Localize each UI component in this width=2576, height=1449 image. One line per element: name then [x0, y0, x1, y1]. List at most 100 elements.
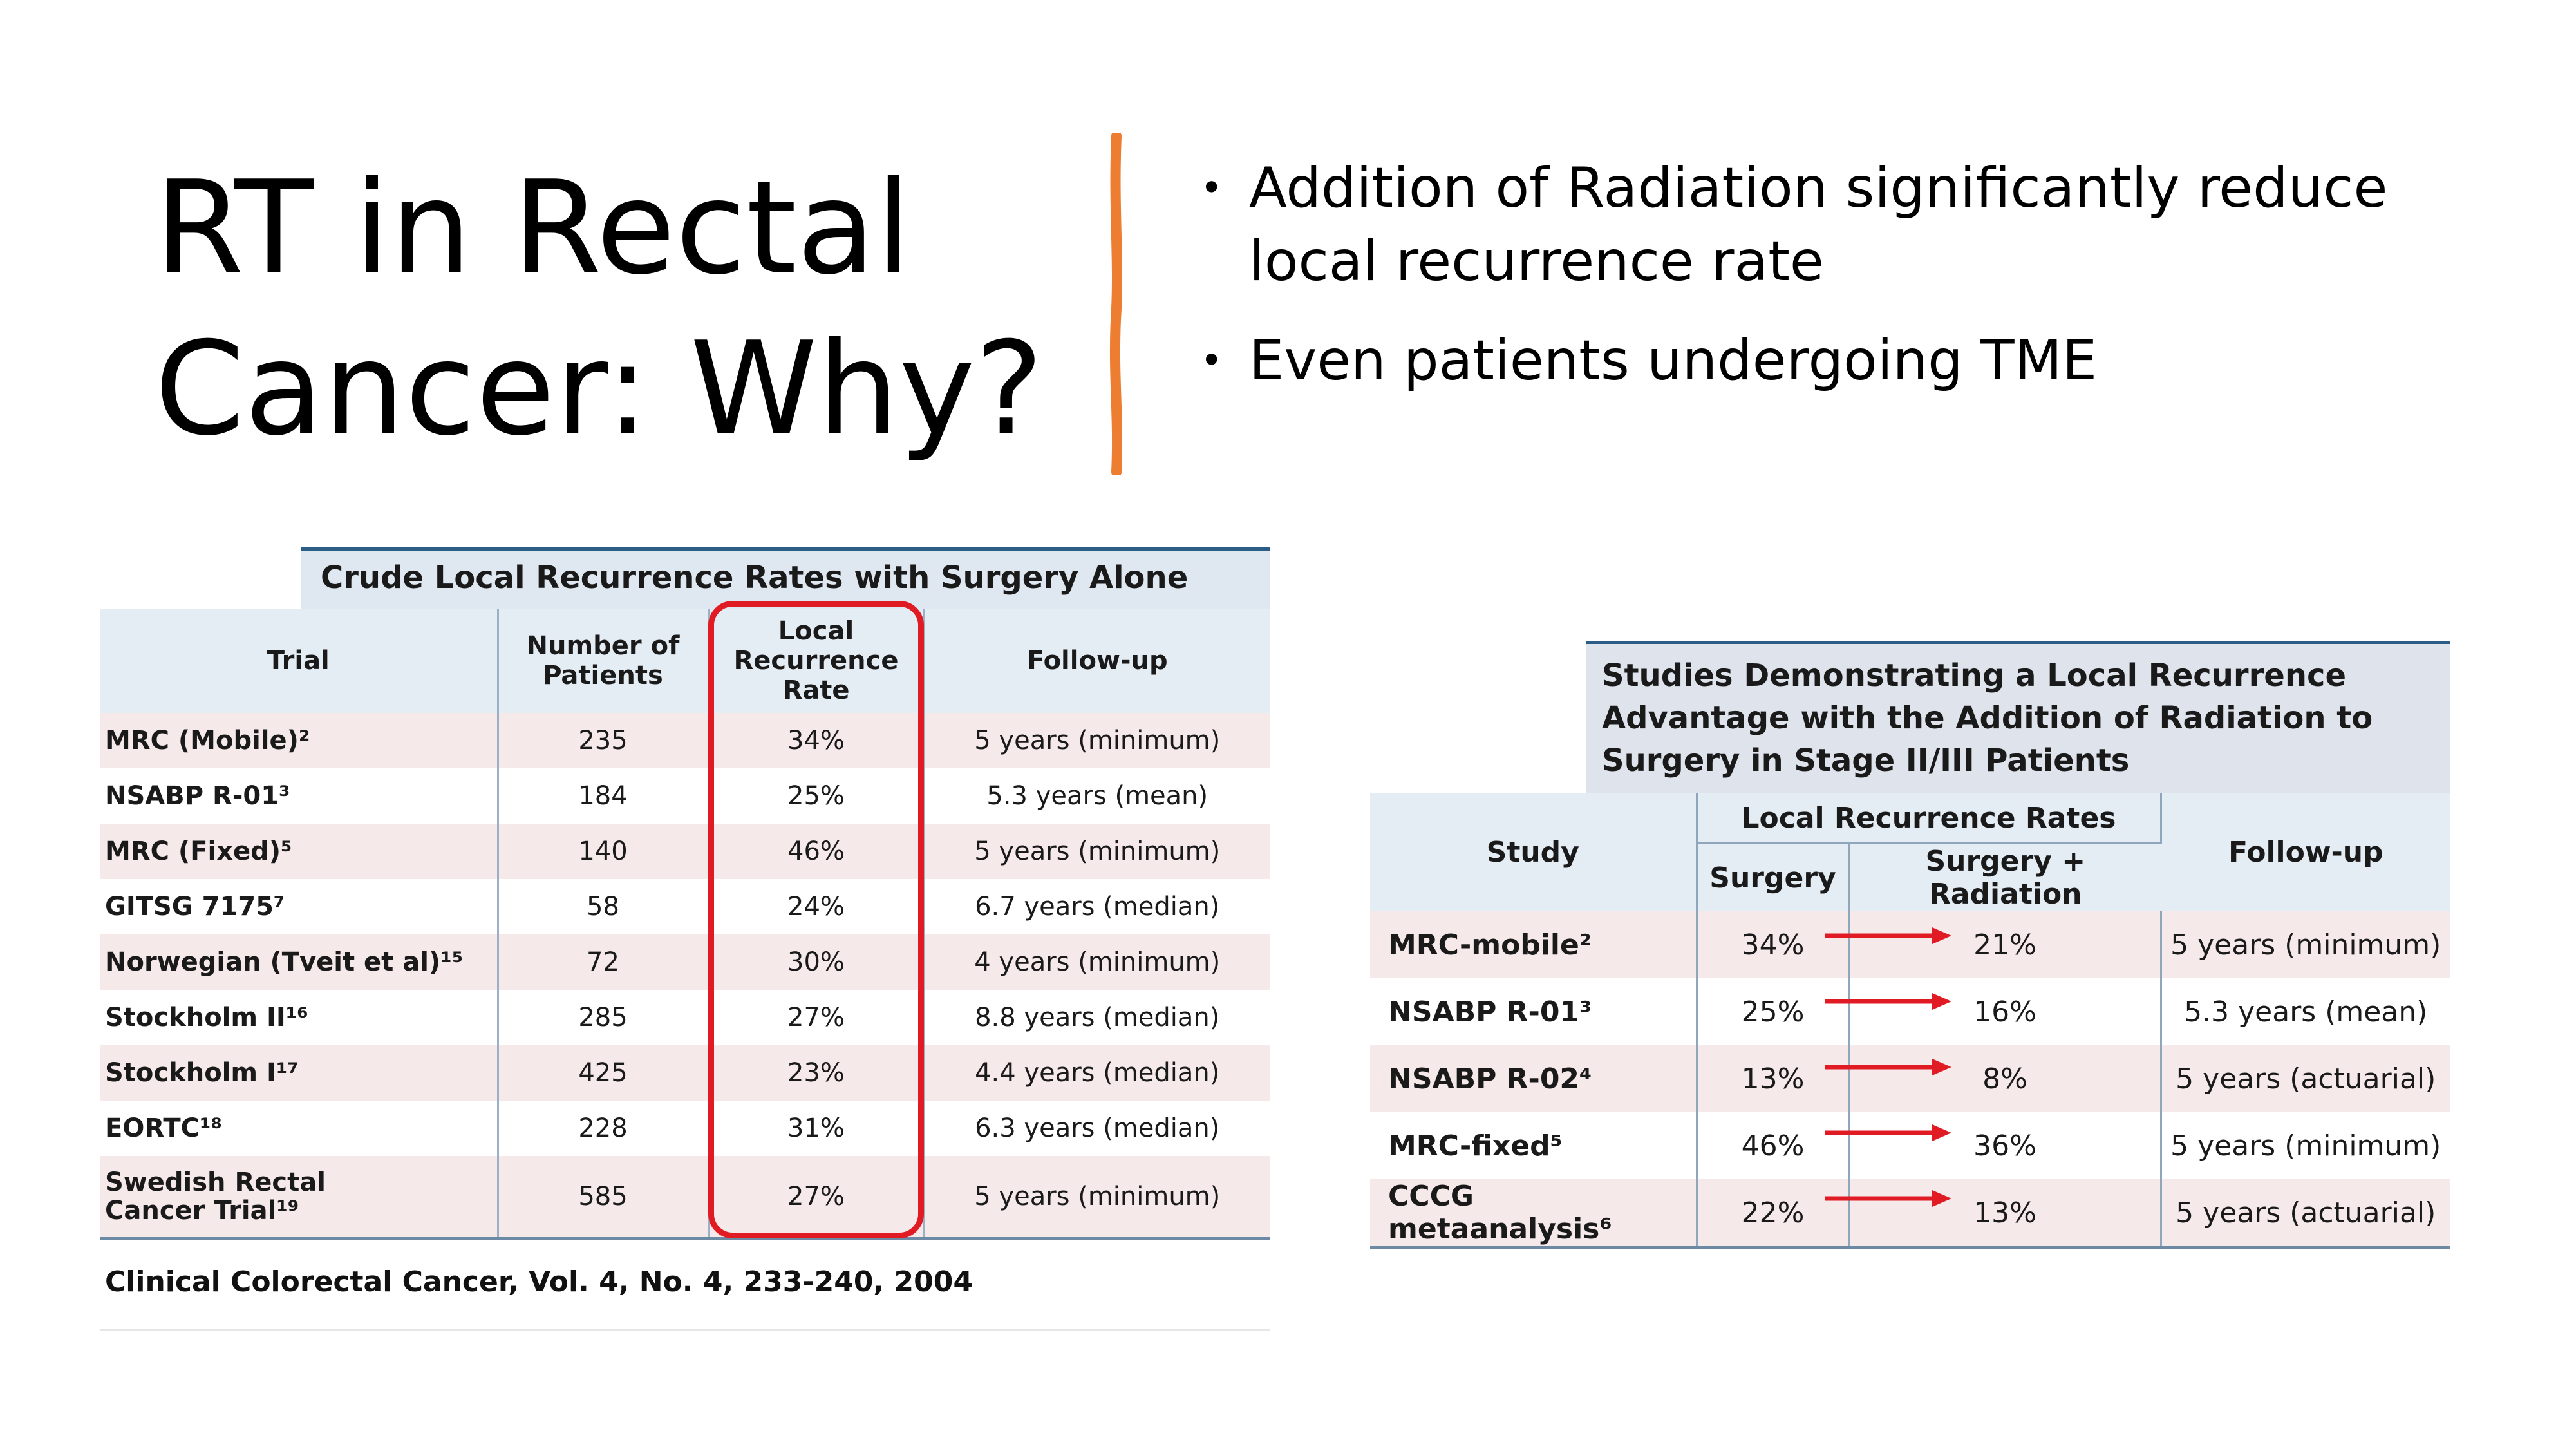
- bullet-dot-icon: •: [1200, 338, 1223, 383]
- followup-cell: 5 years (minimum): [924, 1156, 1270, 1238]
- trial-line-1: Swedish Rectal: [105, 1168, 326, 1197]
- surgery-cell: 25%: [1697, 978, 1850, 1045]
- surgery-cell: 13%: [1697, 1045, 1850, 1112]
- trial-cell: MRC (Mobile)²: [100, 713, 499, 768]
- surgery-cell: 34%: [1697, 911, 1850, 978]
- bullet-item: • Addition of Radiation significantly red…: [1198, 151, 2485, 298]
- table-row: MRC-fixed⁵ 46% 36% 5 years (minimum): [1370, 1112, 2450, 1179]
- table-header-row: Trial Number of Patients Local Recurrenc…: [100, 609, 1270, 713]
- patients-cell: 425: [498, 1045, 710, 1101]
- followup-cell: 6.7 years (median): [924, 879, 1270, 934]
- bullet-dot-icon: •: [1200, 166, 1223, 211]
- header-rate: Local Recurrence Rate: [708, 609, 925, 713]
- patients-cell: 228: [498, 1101, 710, 1156]
- slide-title: RT in Rectal Cancer: Why?: [155, 148, 1056, 470]
- trial-line-2: Cancer Trial¹⁹: [105, 1196, 299, 1226]
- header-study: Study: [1370, 793, 1698, 911]
- slide-title-line-2: Cancer: Why?: [155, 314, 1044, 464]
- table2-title-line: Surgery in Stage II/III Patients: [1602, 743, 2130, 779]
- header-trial: Trial: [100, 609, 499, 713]
- trial-cell: MRC (Fixed)⁵: [100, 824, 499, 879]
- followup-cell: 5 years (minimum): [924, 824, 1270, 879]
- bullet-list: • Addition of Radiation significantly red…: [1198, 151, 2485, 423]
- table-row: NSABP R-01³ 184 25% 5.3 years (mean): [100, 768, 1270, 824]
- rate-cell: 27%: [708, 1156, 925, 1238]
- rate-cell: 24%: [708, 879, 925, 934]
- trial-cell: EORTC¹⁸: [100, 1101, 499, 1156]
- red-arrow-icon: [1825, 1190, 1951, 1207]
- trial-cell: GITSG 7175⁷: [100, 879, 499, 934]
- table-row: MRC-mobile² 34% 21% 5 years (minimum): [1370, 911, 2450, 978]
- citation: Clinical Colorectal Cancer, Vol. 4, No. …: [105, 1265, 973, 1298]
- table-header-row: Study Local Recurrence Rates Follow-up: [1370, 793, 2450, 911]
- slide-title-line-1: RT in Rectal: [155, 153, 912, 303]
- patients-cell: 140: [498, 824, 710, 879]
- rate-cell: 30%: [708, 934, 925, 990]
- table2-title-line: Advantage with the Addition of Radiation…: [1602, 700, 2373, 736]
- table-row: MRC (Fixed)⁵ 140 46% 5 years (minimum): [100, 824, 1270, 879]
- rate-highlight-box: [708, 601, 924, 1238]
- table-row: NSABP R-01³ 25% 16% 5.3 years (mean): [1370, 978, 2450, 1045]
- table-row: NSABP R-02⁴ 13% 8% 5 years (actuarial): [1370, 1045, 2450, 1112]
- table-subheader-row: Surgery Surgery + Radiation: [1370, 843, 2450, 911]
- red-arrow-icon: [1825, 927, 1951, 944]
- patients-cell: 235: [498, 713, 710, 768]
- red-arrow-icon: [1825, 993, 1951, 1010]
- study-cell: NSABP R-01³: [1370, 978, 1698, 1045]
- rate-cell: 34%: [708, 713, 925, 768]
- patients-cell: 72: [498, 934, 710, 990]
- surgery-alone-table: Trial Number of Patients Local Recurrenc…: [100, 609, 1270, 1240]
- study-cell: MRC-fixed⁵: [1370, 1112, 1698, 1179]
- followup-cell: 8.8 years (median): [924, 990, 1270, 1045]
- surgery-radiation-cell: 21%: [1849, 911, 2162, 978]
- header-patients: Number of Patients: [498, 609, 710, 713]
- bullet-text: Even patients undergoing TME: [1249, 328, 2098, 393]
- followup-cell: 6.3 years (median): [924, 1101, 1270, 1156]
- table1-title: Crude Local Recurrence Rates with Surger…: [301, 547, 1270, 609]
- header-followup: Follow-up: [2161, 793, 2450, 911]
- rate-cell: 27%: [708, 990, 925, 1045]
- surgery-radiation-cell: 36%: [1849, 1112, 2162, 1179]
- table-row: Swedish Rectal Cancer Trial¹⁹ 585 27% 5 y…: [100, 1156, 1270, 1238]
- study-cell: CCCG metaanalysis⁶: [1370, 1179, 1698, 1247]
- table-row: Norwegian (Tveit et al)¹⁵ 72 30% 4 years…: [100, 934, 1270, 990]
- surgery-radiation-cell: 13%: [1849, 1179, 2162, 1247]
- rate-cell: 46%: [708, 824, 925, 879]
- surgery-radiation-cell: 8%: [1849, 1045, 2162, 1112]
- header-followup: Follow-up: [924, 609, 1270, 713]
- table2-title: Studies Demonstrating a Local Recurrence…: [1586, 641, 2450, 793]
- surgery-radiation-cell: 16%: [1849, 978, 2162, 1045]
- surgery-alone-table-figure: Crude Local Recurrence Rates with Surger…: [100, 547, 1270, 1333]
- followup-cell: 5.3 years (mean): [924, 768, 1270, 824]
- trial-cell: NSABP R-01³: [100, 768, 499, 824]
- followup-cell: 4.4 years (median): [924, 1045, 1270, 1101]
- rate-cell: 25%: [708, 768, 925, 824]
- study-cell: NSABP R-02⁴: [1370, 1045, 1698, 1112]
- trial-cell: Stockholm II¹⁶: [100, 990, 499, 1045]
- surgery-cell: 46%: [1697, 1112, 1850, 1179]
- study-cell: MRC-mobile²: [1370, 911, 1698, 978]
- followup-cell: 5 years (actuarial): [2161, 1179, 2450, 1247]
- rate-cell: 31%: [708, 1101, 925, 1156]
- trial-cell: Swedish Rectal Cancer Trial¹⁹: [100, 1156, 499, 1238]
- table-row: GITSG 7175⁷ 58 24% 6.7 years (median): [100, 879, 1270, 934]
- table-row: Stockholm II¹⁶ 285 27% 8.8 years (median…: [100, 990, 1270, 1045]
- header-surgery-radiation: Surgery + Radiation: [1849, 843, 2161, 911]
- header-surgery: Surgery: [1697, 843, 1850, 911]
- divider: [100, 1329, 1270, 1331]
- bullet-text: Addition of Radiation significantly redu…: [1249, 156, 2388, 294]
- patients-cell: 285: [498, 990, 710, 1045]
- followup-cell: 5 years (minimum): [2161, 1112, 2450, 1179]
- trial-cell: Norwegian (Tveit et al)¹⁵: [100, 934, 499, 990]
- followup-cell: 4 years (minimum): [924, 934, 1270, 990]
- accent-divider: [1109, 133, 1123, 475]
- followup-cell: 5 years (minimum): [2161, 911, 2450, 978]
- radiation-advantage-table: Study Local Recurrence Rates Follow-up S…: [1370, 793, 2450, 1249]
- followup-cell: 5 years (actuarial): [2161, 1045, 2450, 1112]
- followup-cell: 5 years (minimum): [924, 713, 1270, 768]
- table-row: MRC (Mobile)² 235 34% 5 years (minimum): [100, 713, 1270, 768]
- surgery-cell: 22%: [1697, 1179, 1850, 1247]
- red-arrow-icon: [1825, 1124, 1951, 1141]
- patients-cell: 58: [498, 879, 710, 934]
- table-row: Stockholm I¹⁷ 425 23% 4.4 years (median): [100, 1045, 1270, 1101]
